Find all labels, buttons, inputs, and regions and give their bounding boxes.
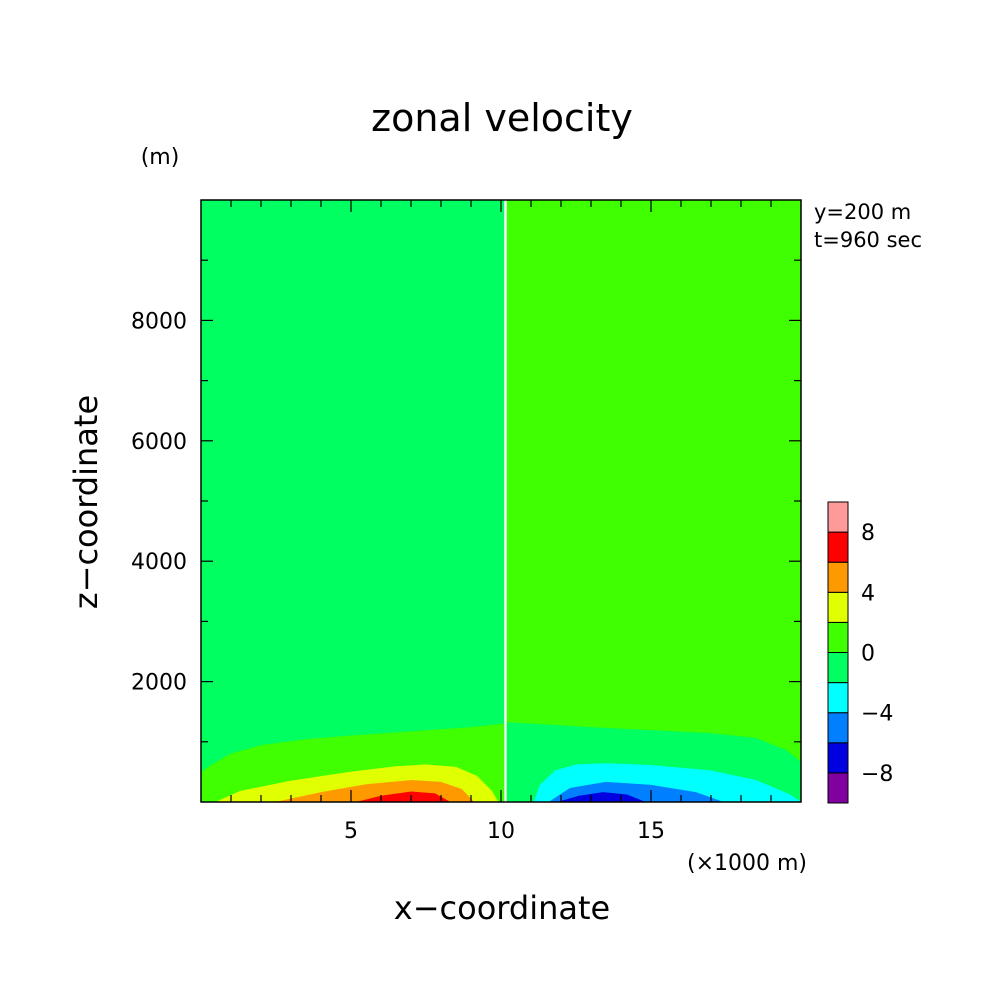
colorbar-swatch xyxy=(827,621,849,654)
colorbar-swatch xyxy=(827,772,849,804)
contour-region-6 xyxy=(356,791,451,802)
colorbar-swatch xyxy=(827,561,849,593)
x-unit-label: (×1000 m) xyxy=(687,851,807,876)
colorbar-swatch xyxy=(827,501,849,533)
colorbar-swatch xyxy=(827,742,849,774)
y-unit-label: (m) xyxy=(141,145,180,170)
plot-frame xyxy=(200,199,802,803)
x-tick-label: 15 xyxy=(637,819,665,844)
contour-region-0 xyxy=(201,200,505,802)
colorbar-swatch xyxy=(827,652,849,684)
colorbar-label: 0 xyxy=(861,642,875,667)
colorbar-swatch xyxy=(827,531,849,563)
chart-title: zonal velocity xyxy=(371,96,633,140)
plot-area xyxy=(201,200,801,802)
colorbar-swatch xyxy=(827,591,849,623)
y-axis-label: z−coordinate xyxy=(67,395,105,609)
contour-region-9 xyxy=(557,792,646,802)
colorbar: −8 −4 0 4 8 xyxy=(827,501,893,804)
annotation-y: y=200 m xyxy=(814,200,911,224)
x-tick-label: 5 xyxy=(344,819,358,844)
colorbar-label: 4 xyxy=(861,581,875,606)
y-tick-label: 2000 xyxy=(131,671,187,696)
y-tick-labels: 2000 4000 6000 8000 xyxy=(131,309,187,695)
contour-region-1 xyxy=(506,200,801,802)
annotation-t: t=960 sec xyxy=(814,228,922,252)
x-tick-labels: 5 10 15 xyxy=(344,819,665,844)
x-tick-label: 10 xyxy=(487,819,515,844)
colorbar-label: −8 xyxy=(861,762,893,787)
axis-ticks xyxy=(201,200,801,802)
colorbar-swatch xyxy=(827,712,849,744)
colorbar-swatch xyxy=(827,682,849,714)
colorbar-label: −4 xyxy=(861,702,893,727)
x-axis-label: x−coordinate xyxy=(394,889,610,927)
colorbar-label: 8 xyxy=(861,521,875,546)
y-tick-label: 8000 xyxy=(131,309,187,334)
y-tick-label: 6000 xyxy=(131,430,187,455)
y-tick-label: 4000 xyxy=(131,550,187,575)
